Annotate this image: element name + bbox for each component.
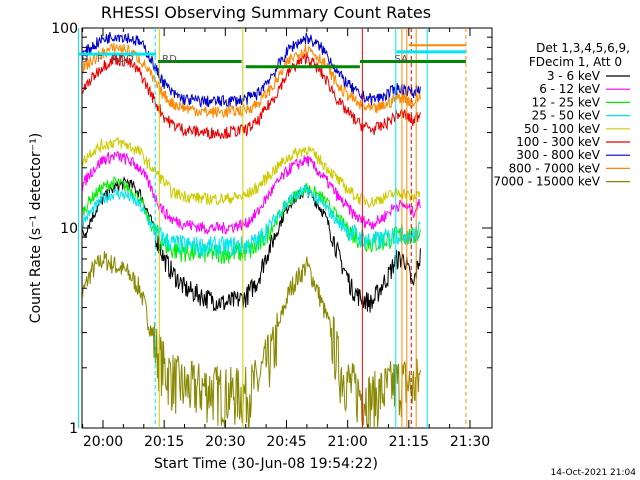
legend-entry-label: 3 - 6 keV [547, 69, 601, 83]
series-line [82, 31, 421, 109]
series-line [82, 250, 421, 429]
x-axis-label: Start Time (30-Jun-08 19:54:22) [154, 456, 378, 472]
series-line [82, 176, 421, 313]
legend-header-1: Det 1,3,4,5,6,9, [536, 41, 630, 55]
legend-entry-label: 6 - 12 keV [539, 82, 601, 96]
series-layer [82, 31, 421, 429]
event-annotation: D [81, 54, 89, 65]
x-tick-label: 21:00 [327, 434, 367, 450]
x-tick-label: 20:45 [266, 434, 306, 450]
event-annotation: F [97, 54, 103, 65]
x-tick-label: 21:30 [450, 434, 490, 450]
series-line [82, 151, 421, 235]
y-axis-ticks: 1 10 100 [51, 21, 492, 437]
series-line [82, 52, 421, 141]
legend-entry-label: 100 - 300 keV [516, 135, 600, 149]
legend-entry-label: 7000 - 15000 keV [493, 175, 600, 189]
x-tick-label: 20:15 [144, 434, 184, 450]
series-line [82, 184, 421, 258]
x-tick-label: 21:15 [389, 434, 429, 450]
y-tick-label: 10 [60, 221, 78, 237]
legend-entry-label: 800 - 7000 keV [509, 161, 601, 175]
x-tick-label: 20:30 [205, 434, 245, 450]
markers-layer: D F RDO RD SA [78, 28, 467, 428]
plot-frame [81, 27, 493, 429]
y-axis-label: Count Rate (s⁻¹ detector⁻¹) [28, 133, 44, 323]
legend-entry-label: 25 - 50 keV [532, 109, 601, 123]
legend-entry-label: 12 - 25 keV [532, 95, 601, 109]
event-annotation: RD [162, 54, 177, 65]
plot-area [81, 27, 493, 429]
legend-entry-label: 300 - 800 keV [516, 148, 600, 162]
y-tick-label: 100 [51, 21, 78, 37]
series-line [82, 43, 421, 119]
x-tick-label: 20:00 [83, 434, 123, 450]
series-line [82, 137, 421, 209]
event-annotation: SA [395, 54, 409, 65]
legend: Det 1,3,4,5,6,9, FDecim 1, Att 0 3 - 6 k… [493, 41, 630, 189]
legend-entry-label: 50 - 100 keV [524, 122, 601, 136]
footer-date: 14-Oct-2021 21:04 [551, 468, 637, 478]
legend-header-2: FDecim 1, Att 0 [529, 55, 622, 69]
chart-title: RHESSI Observing Summary Count Rates [101, 3, 431, 22]
x-axis-ticks: 20:00 20:15 20:30 20:45 21:00 21:15 21:30 [82, 28, 490, 450]
event-annotation: RDO [111, 54, 134, 65]
y-tick-label: 1 [69, 421, 78, 437]
